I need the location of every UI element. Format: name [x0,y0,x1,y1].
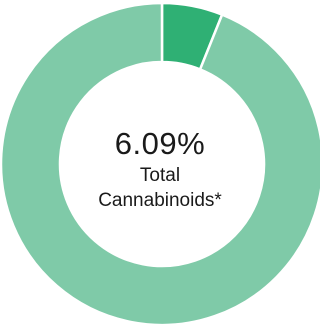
center-label-line-1: Total [139,165,181,186]
donut-center-label: 6.09% Total Cannabinoids* [60,126,260,212]
center-label-line-2: Cannabinoids* [98,190,222,211]
center-percentage: 6.09% [114,126,206,161]
